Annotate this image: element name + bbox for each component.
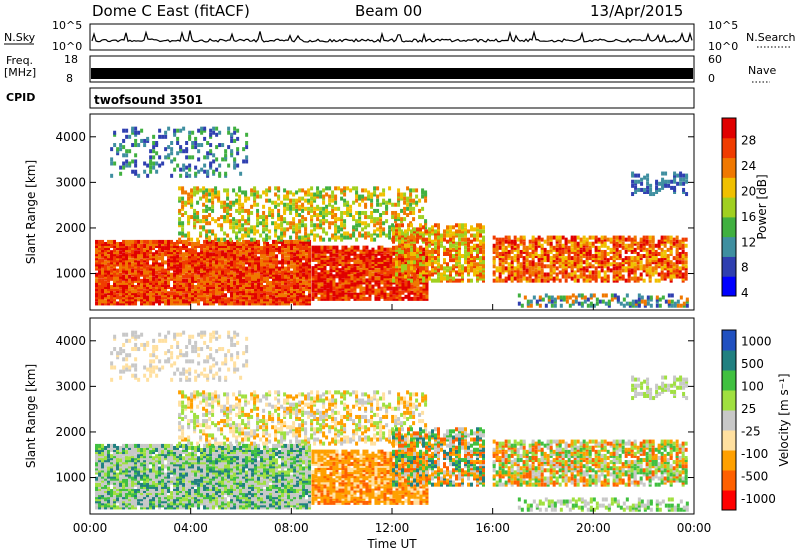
colorbar-tick-label: 1000 (741, 334, 772, 348)
x-axis-label: Time UT (366, 537, 417, 551)
freq-strip: Freq. [MHz] 18 8 60 0 Nave (4, 53, 776, 85)
colorbar-tick-label: 20 (741, 184, 756, 198)
colorbar-tick-label: 28 (741, 134, 756, 148)
beam-title: Beam 00 (355, 2, 422, 20)
nave-tick-bottom: 0 (708, 72, 715, 85)
nsearch-label: N.Search (746, 31, 796, 44)
x-tick-label: 12:00 (375, 521, 410, 535)
y-tick-label: 1000 (55, 267, 86, 281)
nave-tick-top: 60 (708, 53, 722, 66)
x-tick-label: 04:00 (173, 521, 208, 535)
velocity-y-axis: 4000 3000 2000 1000 (55, 334, 694, 485)
y-tick-label: 4000 (55, 334, 86, 348)
colorbar-tick-label: -1000 (741, 492, 776, 506)
freq-trace (91, 68, 693, 79)
colorbar-tick-label: 25 (741, 402, 756, 416)
nsky-tick-bottom: 10^0 (52, 40, 82, 53)
y-tick-label: 3000 (55, 379, 86, 393)
colorbar-tick-label: 24 (741, 159, 756, 173)
power-x-axis (89, 304, 695, 310)
nsky-label: N.Sky (4, 31, 36, 44)
y-tick-label: 3000 (55, 175, 86, 189)
power-heatmap (95, 126, 689, 308)
colorbar-tick-label: -500 (741, 469, 768, 483)
station-title: Dome C East (fitACF) (92, 2, 250, 20)
colorbar-tick-label: 500 (741, 357, 764, 371)
velocity-colorbar-label: Velocity [m s⁻¹] (777, 373, 791, 466)
cpid-strip: CPID twofsound 3501 (6, 87, 695, 109)
cpid-label: CPID (6, 91, 35, 104)
freq-label: Freq. (6, 54, 33, 67)
y-tick-label: 2000 (55, 425, 86, 439)
power-colorbar-label: Power [dB] (755, 174, 769, 239)
nsky-strip: N.Sky 10^5 10^0 10^5 10^0 N.Search (4, 19, 796, 53)
x-tick-label: 16:00 (475, 521, 510, 535)
velocity-x-axis: 00:00 04:00 08:00 12:00 16:00 20:00 00:00 (73, 508, 712, 535)
x-tick-label: 00:00 (73, 521, 108, 535)
colorbar-tick-label: 12 (741, 235, 756, 249)
power-y-axis: 4000 3000 2000 1000 (55, 130, 694, 281)
velocity-colorbar: 1000 500 100 25 -25 -100 -500 -1000 Velocity [m… (721, 329, 791, 511)
x-tick-label: 08:00 (274, 521, 309, 535)
nsky-tick-top: 10^5 (52, 19, 82, 32)
y-tick-label: 2000 (55, 221, 86, 235)
colorbar-tick-label: -25 (741, 424, 761, 438)
freq-tick-bottom: 8 (66, 72, 73, 85)
cpid-value: twofsound 3501 (94, 93, 203, 107)
power-y-axis-label: Slant Range [km] (24, 160, 38, 264)
nsky-trace (91, 29, 693, 44)
colorbar-tick-label: 8 (741, 261, 749, 275)
nsearch-tick-top: 10^5 (708, 19, 738, 32)
nsearch-tick-bottom: 10^0 (708, 40, 738, 53)
x-tick-label: 20:00 (576, 521, 611, 535)
velocity-panel: 4000 3000 2000 1000 00:00 04:00 08:00 12:00 16:… (24, 317, 712, 551)
colorbar-tick-label: -100 (741, 447, 768, 461)
y-tick-label: 4000 (55, 130, 86, 144)
x-tick-label: 00:00 (677, 521, 712, 535)
date-title: 13/Apr/2015 (590, 2, 683, 20)
nsky-line (91, 29, 693, 44)
power-colorbar: 28 24 20 16 12 8 4 Power [dB] (721, 117, 769, 300)
power-panel: 4000 3000 2000 1000 Slant Range [km] (24, 113, 695, 311)
y-tick-label: 1000 (55, 471, 86, 485)
freq-tick-top: 18 (64, 53, 78, 66)
nave-label: Nave (748, 64, 776, 77)
freq-unit-label: [MHz] (4, 66, 36, 79)
colorbar-tick-label: 16 (741, 210, 756, 224)
velocity-y-axis-label: Slant Range [km] (24, 364, 38, 468)
velocity-heatmap (95, 330, 689, 512)
colorbar-tick-label: 4 (741, 286, 749, 300)
colorbar-tick-label: 100 (741, 379, 764, 393)
